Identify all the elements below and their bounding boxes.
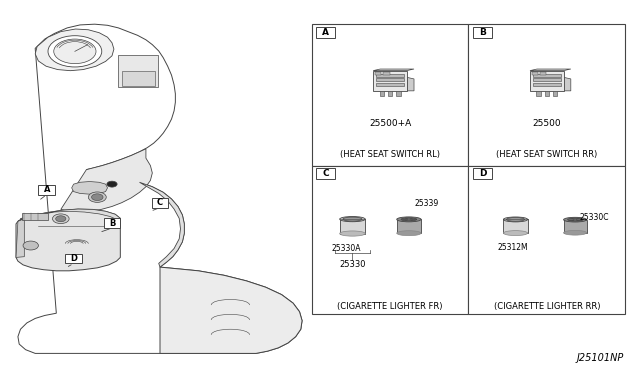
- Ellipse shape: [397, 217, 421, 222]
- Text: D: D: [70, 254, 77, 263]
- Bar: [468, 166, 625, 314]
- Text: (HEAT SEAT SWITCH RL): (HEAT SEAT SWITCH RL): [340, 150, 440, 159]
- Text: D: D: [479, 169, 486, 178]
- Text: 25330A: 25330A: [332, 244, 361, 253]
- Ellipse shape: [343, 217, 362, 221]
- Polygon shape: [373, 69, 414, 71]
- Text: 25330C: 25330C: [580, 213, 609, 222]
- Bar: [38, 185, 55, 195]
- Bar: [373, 71, 407, 91]
- Ellipse shape: [340, 231, 365, 236]
- Text: 25339: 25339: [415, 199, 439, 208]
- Bar: [312, 24, 468, 166]
- Text: J25101NP: J25101NP: [577, 353, 624, 363]
- Ellipse shape: [340, 217, 365, 222]
- Text: 25500+A: 25500+A: [369, 119, 412, 128]
- Polygon shape: [504, 219, 527, 233]
- Bar: [540, 72, 547, 75]
- Polygon shape: [35, 29, 114, 71]
- Bar: [553, 91, 557, 96]
- Bar: [545, 91, 549, 96]
- Polygon shape: [18, 209, 120, 221]
- Polygon shape: [397, 219, 421, 233]
- Circle shape: [52, 214, 69, 224]
- Text: B: B: [109, 219, 115, 228]
- Polygon shape: [564, 220, 587, 233]
- Bar: [316, 27, 335, 38]
- Text: A: A: [44, 185, 50, 194]
- Polygon shape: [564, 77, 571, 91]
- Bar: [316, 168, 335, 179]
- Circle shape: [107, 181, 117, 187]
- Text: C: C: [323, 169, 329, 178]
- Ellipse shape: [504, 217, 527, 222]
- Polygon shape: [340, 219, 365, 234]
- Ellipse shape: [564, 230, 587, 235]
- Bar: [122, 71, 155, 86]
- Bar: [388, 91, 392, 96]
- Bar: [473, 168, 492, 179]
- Bar: [118, 55, 158, 87]
- Circle shape: [54, 39, 96, 64]
- Text: A: A: [323, 28, 329, 37]
- Polygon shape: [16, 209, 120, 271]
- Bar: [536, 91, 541, 96]
- Text: 25500: 25500: [532, 119, 561, 128]
- Ellipse shape: [568, 218, 582, 221]
- Text: (HEAT SEAT SWITCH RR): (HEAT SEAT SWITCH RR): [496, 150, 598, 159]
- Circle shape: [56, 216, 66, 222]
- Circle shape: [88, 192, 106, 202]
- Bar: [376, 83, 404, 86]
- Bar: [65, 254, 82, 263]
- Bar: [530, 71, 564, 91]
- Text: 25330: 25330: [339, 260, 365, 269]
- Ellipse shape: [401, 218, 417, 221]
- Bar: [468, 24, 625, 166]
- Text: (CIGARETTE LIGHTER RR): (CIGARETTE LIGHTER RR): [493, 302, 600, 311]
- Polygon shape: [160, 267, 302, 353]
- Bar: [383, 72, 390, 75]
- Bar: [380, 91, 384, 96]
- Ellipse shape: [504, 231, 527, 235]
- Text: B: B: [479, 28, 486, 37]
- Bar: [375, 72, 381, 75]
- Ellipse shape: [397, 231, 421, 236]
- Bar: [312, 166, 468, 314]
- Bar: [376, 78, 404, 81]
- Text: (CIGARETTE LIGHTER FR): (CIGARETTE LIGHTER FR): [337, 302, 443, 311]
- Polygon shape: [407, 77, 414, 91]
- Bar: [532, 72, 538, 75]
- Text: C: C: [157, 198, 163, 207]
- Ellipse shape: [506, 218, 525, 221]
- Circle shape: [48, 36, 102, 67]
- Circle shape: [92, 194, 103, 201]
- Bar: [532, 78, 561, 81]
- Circle shape: [23, 241, 38, 250]
- Bar: [532, 74, 561, 77]
- Ellipse shape: [564, 217, 587, 222]
- Bar: [473, 27, 492, 38]
- Bar: [396, 91, 401, 96]
- Bar: [152, 198, 168, 208]
- Polygon shape: [72, 182, 108, 194]
- Bar: [22, 213, 48, 220]
- Polygon shape: [61, 149, 152, 212]
- Polygon shape: [18, 24, 302, 353]
- Polygon shape: [530, 69, 571, 71]
- Bar: [532, 83, 561, 86]
- Bar: [376, 74, 404, 77]
- Polygon shape: [140, 182, 184, 267]
- Bar: [104, 218, 120, 228]
- Polygon shape: [16, 219, 24, 257]
- Text: 25312M: 25312M: [497, 243, 527, 252]
